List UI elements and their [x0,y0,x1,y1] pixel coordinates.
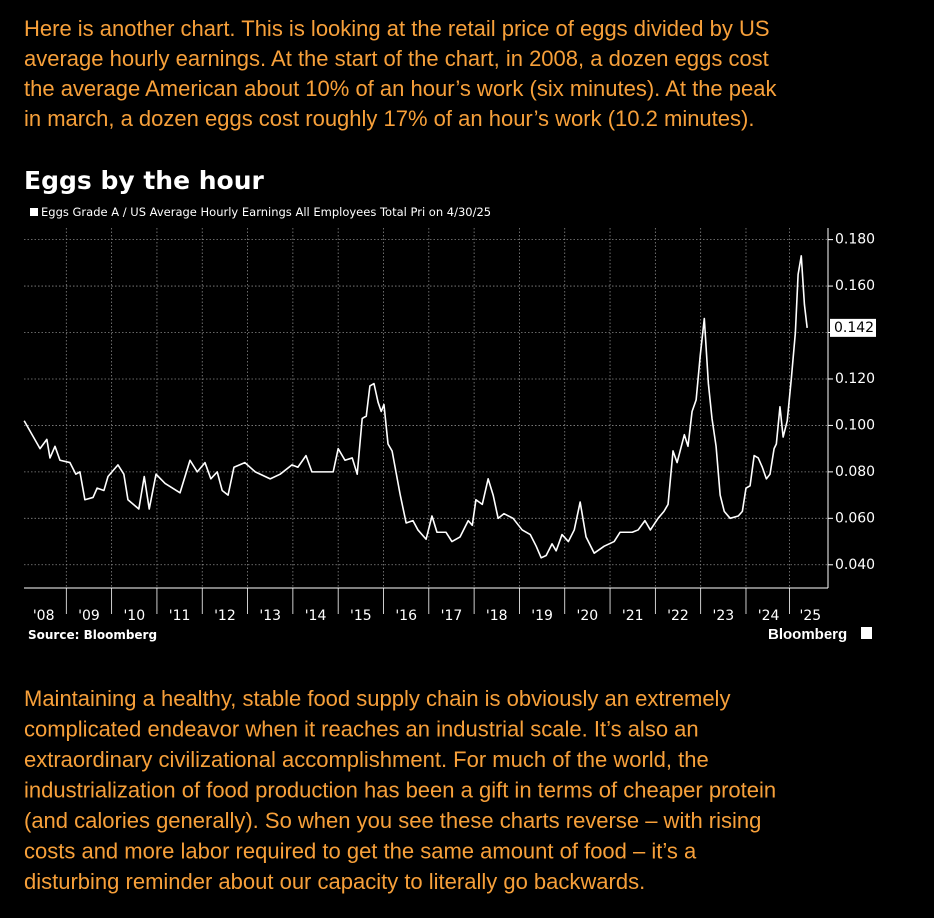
last-value-label: 0.142 [834,320,874,336]
last-value-box [830,318,876,337]
intro-line: average hourly earnings. At the start of… [24,46,769,71]
x-tick-label: '15 [350,608,372,624]
source: Source: Bloomberg [28,628,157,642]
brand-icon [861,627,872,639]
x-tick-label: '20 [577,608,599,624]
legend-swatch [30,208,38,216]
y-tick-label: 0.120 [835,371,875,387]
x-tick-label: '08 [33,608,55,624]
x-tick-label: '25 [799,608,821,624]
intro-line: in march, a dozen eggs cost roughly 17% … [24,106,754,131]
y-tick-label: 0.080 [835,464,875,480]
line [23,255,808,559]
intro-line: Here is another chart. This is looking a… [24,16,770,41]
y-tick-label: 0.100 [835,417,875,433]
x-tick-label: '13 [259,608,281,624]
x-tick-label: '14 [305,608,327,624]
outro-line: Maintaining a healthy, stable food suppl… [24,686,730,711]
x-tick-label: '16 [395,608,417,624]
intro-line: the average American about 10% of an hou… [24,76,777,101]
x-tick-label: '11 [169,608,191,624]
x-tick-label: '10 [123,608,145,624]
outro-line: disturbing reminder about our capacity t… [24,869,645,894]
outro-line: industrialization of food production has… [24,778,776,803]
x-tick-label: '18 [486,608,508,624]
x-tick-label: '23 [712,608,734,624]
outro-line: complicated endeavor when it reaches an … [24,717,699,742]
y-tick-label: 0.060 [835,510,875,526]
y-tick-label: 0.160 [835,278,875,294]
brand: Bloomberg [768,626,847,643]
x-tick-label: '12 [214,608,236,624]
x-tick-label: '09 [78,608,100,624]
legend-label: Eggs Grade A / US Average Hourly Earning… [41,205,491,219]
y-tick-label: 0.180 [835,232,875,248]
outro-line: costs and more labor required to get the… [24,839,697,864]
outro-line: extraordinary civilizational accomplishm… [24,747,709,772]
x-tick-label: '24 [758,608,780,624]
y-tick-label: 0.040 [835,557,875,573]
x-tick-label: '22 [667,608,689,624]
chart-title: Eggs by the hour [24,166,265,195]
x-tick-label: '19 [531,608,553,624]
outro-line: (and calories generally). So when you se… [24,808,761,833]
x-tick-label: '21 [622,608,644,624]
x-tick-label: '17 [441,608,463,624]
